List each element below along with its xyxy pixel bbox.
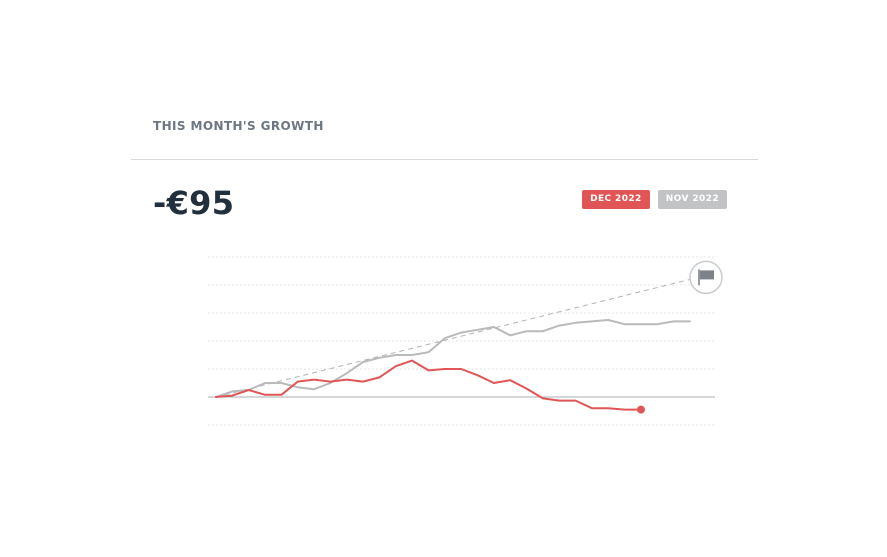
- flag-icon[interactable]: [689, 260, 723, 295]
- series-line-nov-2022: [215, 319, 691, 398]
- growth-value: -€95: [153, 184, 235, 222]
- series-line-dec-2022: [215, 359, 642, 411]
- legend-badge-previous[interactable]: NOV 2022: [657, 190, 727, 209]
- target-layer: [215, 278, 691, 398]
- grid-layer: [208, 256, 715, 426]
- divider: [131, 159, 758, 160]
- legend-badge-current[interactable]: DEC 2022: [582, 190, 650, 209]
- current-point-marker: [636, 405, 645, 414]
- marker-layer: [636, 260, 723, 414]
- target-trend-line: [215, 278, 691, 398]
- series-layer: [215, 319, 691, 411]
- widget-title: THIS MONTH'S GROWTH: [153, 119, 324, 133]
- legend: DEC 2022 NOV 2022: [582, 190, 727, 209]
- flag-icon-cloth: [700, 270, 714, 280]
